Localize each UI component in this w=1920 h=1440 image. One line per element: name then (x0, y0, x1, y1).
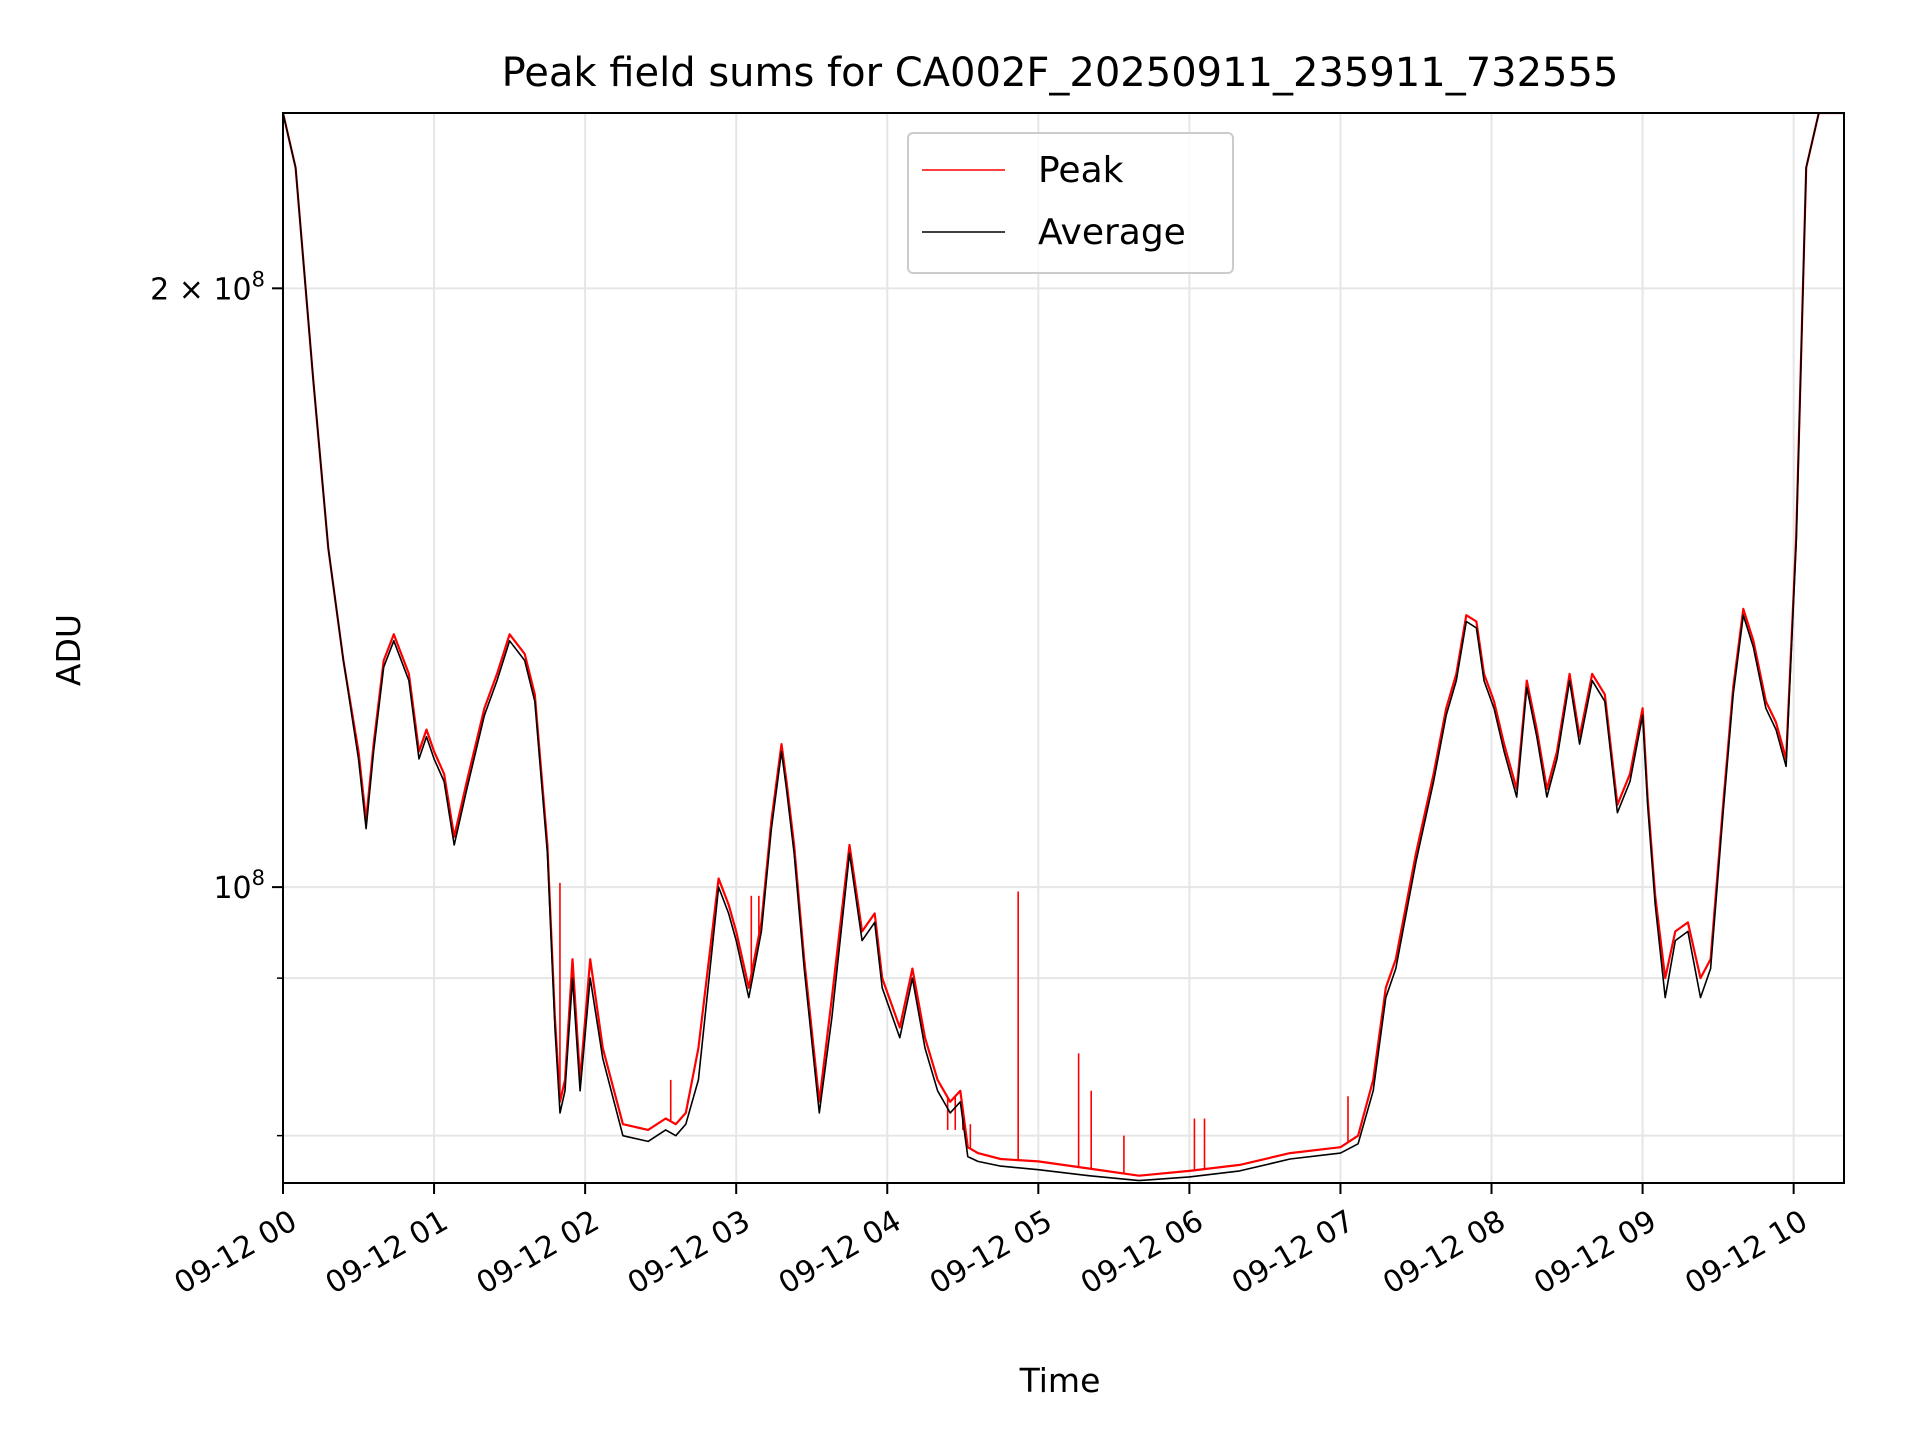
y-axis-label: ADU (49, 614, 88, 686)
y-tick-label: 2 × 108 (150, 267, 265, 307)
y-tick-label: 108 (213, 866, 265, 906)
legend-label: Average (1038, 212, 1186, 253)
chart-title: Peak field sums for CA002F_20250911_2359… (502, 50, 1619, 96)
series-average-line (283, 113, 1844, 1182)
legend-box (907, 132, 1234, 274)
grid (282, 113, 1844, 1183)
series-layer (283, 113, 1844, 1182)
x-axis-label: Time (1019, 1361, 1101, 1400)
legend: Peak Average (907, 132, 1234, 274)
plot-frame (282, 112, 1845, 1184)
legend-label: Peak (1038, 150, 1124, 191)
series-peak-line (283, 113, 1844, 1177)
